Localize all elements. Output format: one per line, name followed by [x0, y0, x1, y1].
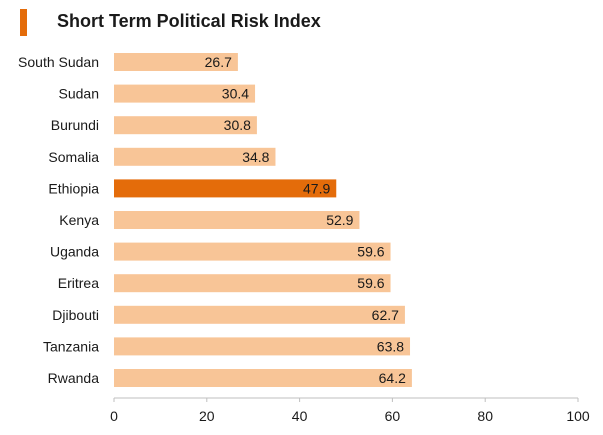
- value-label-kenya: 52.9: [326, 212, 353, 228]
- bar-kenya: [114, 211, 360, 229]
- category-label-rwanda: Rwanda: [48, 370, 100, 386]
- bar-burundi: [114, 116, 257, 135]
- title-accent-bar: [20, 9, 27, 36]
- chart-title: Short Term Political Risk Index: [57, 11, 321, 31]
- value-label-burundi: 30.8: [224, 117, 251, 133]
- category-labels: South Sudan Sudan Burundi Somalia Ethiopia Ke…: [18, 54, 99, 386]
- x-axis-ticks: 0 20 40 60 80 100: [110, 398, 590, 424]
- value-label-ethiopia: 47.9: [303, 180, 330, 196]
- category-label-tanzania: Tanzania: [43, 338, 99, 354]
- value-label-south-sudan: 26.7: [205, 54, 232, 70]
- bar-rwanda: [114, 369, 412, 387]
- x-tick-label: 40: [292, 408, 308, 424]
- value-label-rwanda: 64.2: [379, 370, 406, 386]
- bars: [114, 53, 412, 387]
- bar-somalia: [114, 147, 276, 166]
- bar-eritrea: [114, 274, 391, 293]
- category-label-djibouti: Djibouti: [52, 307, 99, 323]
- bar-value-labels: 26.730.430.834.847.952.959.659.662.763.8…: [205, 54, 406, 386]
- category-label-ethiopia: Ethiopia: [48, 180, 99, 196]
- x-tick-label: 60: [385, 408, 401, 424]
- value-label-sudan: 30.4: [222, 86, 249, 102]
- bar-ethiopia: [114, 179, 337, 198]
- bar-tanzania: [114, 337, 411, 356]
- category-label-sudan: Sudan: [59, 86, 99, 102]
- value-label-uganda: 59.6: [357, 244, 384, 260]
- bar-djibouti: [114, 305, 405, 324]
- category-label-south-sudan: South Sudan: [18, 54, 99, 70]
- value-label-tanzania: 63.8: [377, 338, 404, 354]
- category-label-kenya: Kenya: [59, 212, 99, 228]
- bar-sudan: [114, 84, 256, 103]
- x-tick-label: 20: [199, 408, 215, 424]
- bar-uganda: [114, 242, 391, 261]
- value-label-djibouti: 62.7: [372, 307, 399, 323]
- category-label-eritrea: Eritrea: [58, 275, 99, 291]
- x-tick-label: 80: [477, 408, 493, 424]
- x-tick-label: 0: [110, 408, 118, 424]
- category-label-somalia: Somalia: [48, 149, 99, 165]
- category-label-burundi: Burundi: [51, 117, 99, 133]
- x-tick-label: 100: [566, 408, 590, 424]
- bar-south-sudan: [114, 53, 238, 71]
- value-label-eritrea: 59.6: [357, 275, 384, 291]
- category-label-uganda: Uganda: [50, 244, 99, 260]
- value-label-somalia: 34.8: [242, 149, 269, 165]
